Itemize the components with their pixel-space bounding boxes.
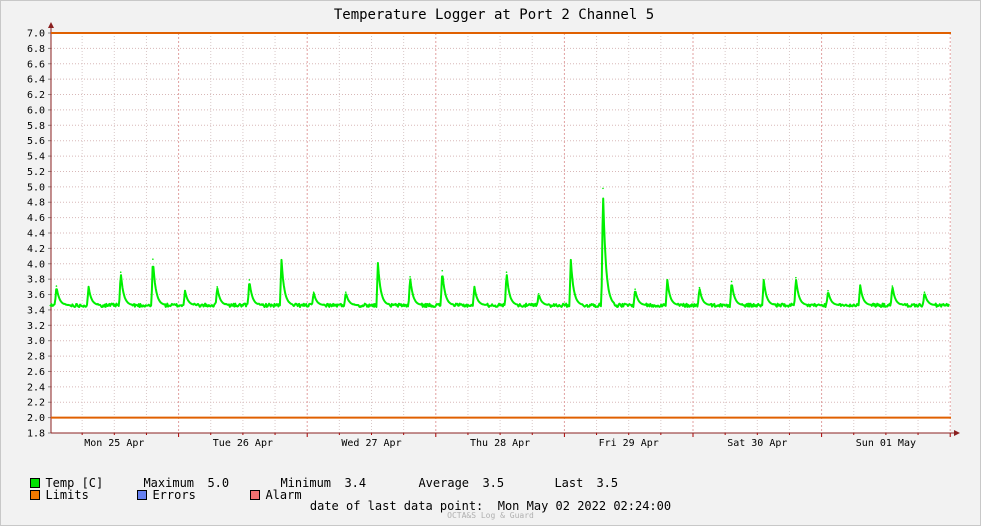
temp-spike-point [634,288,636,290]
temp-spike-point [409,276,411,278]
y-tick-label: 4.6 [27,213,45,224]
y-tick-label: 2.8 [27,352,45,363]
y-tick-label: 5.2 [27,167,45,178]
temp-spike-point [859,284,861,287]
last-data-point: date of last data point: Mon May 02 2022… [0,499,981,513]
y-tick-label: 4.0 [27,259,45,270]
x-tick-label: Sat 30 Apr [727,438,787,449]
x-tick-labels: Mon 25 Apr Tue 26 Apr Wed 27 Apr Thu 28 Apr… [84,438,916,449]
temp-spike-point [152,258,154,260]
last-point-value: Mon May 02 2022 02:24:00 [497,499,672,513]
legend-errors-label: Errors [152,488,196,502]
last-value: 3.5 [596,476,619,490]
temp-spike-point [119,271,122,274]
temp-swatch [30,478,41,488]
temp-spike-point [55,285,58,287]
y-tick-labels: 7.0 6.8 6.6 6.4 6.2 6.0 5.8 5.6 5.4 5.2 5.0 4.8 4.6 4… [27,29,45,440]
temp-spike-point [505,271,508,274]
temp-spike-point [827,289,829,292]
y-tick-label: 2.2 [27,398,45,409]
y-tick-label: 5.4 [27,152,45,163]
x-tick-label: Wed 27 Apr [341,438,401,449]
legend-temp-label: Temp [C] [45,476,104,490]
legend-limits-label: Limits [45,488,89,502]
x-tick-label: Tue 26 Apr [213,438,273,449]
chart-title: Temperature Logger at Port 2 Channel 5 [334,7,654,23]
y-tick-label: 5.6 [27,136,45,147]
y-tick-label: 7.0 [27,29,45,40]
minimum-value: 3.4 [344,476,367,490]
x-tick-label: Fri 29 Apr [599,438,659,449]
minimum-label: Minimum [280,476,332,490]
y-tick-label: 3.4 [27,305,45,316]
y-tick-label: 4.8 [27,198,45,209]
temp-spike-point [891,285,894,287]
temp-spike-point [923,291,926,294]
y-tick-label: 3.0 [27,336,45,347]
alarm-swatch [250,490,261,500]
legend-row-stats: Temp [C] Maximum 5.0 Minimum 3.4 Average 3.5 La… [16,462,618,490]
y-tick-label: 6.4 [27,75,45,86]
maximum-value: 5.0 [207,476,230,490]
temp-spike-point [666,279,669,281]
limit-lines [51,32,951,419]
y-tick-label: 6.8 [27,44,45,55]
grid-lines [51,32,951,433]
limits-swatch [30,490,41,500]
temperature-series [49,187,950,308]
average-label: Average [418,476,470,490]
y-tick-label: 5.0 [27,182,45,193]
temp-spike-point [602,187,604,190]
temp-spike-point [248,279,251,281]
errors-swatch [137,490,148,500]
legend-row-keys: Limits Errors Alarm [16,474,302,502]
temp-spike-point [698,286,701,289]
temp-spike-point [280,259,283,261]
temp-spike-point [344,291,347,294]
temp-spike-point [730,280,733,283]
chart-area: Temperature Logger at Port 2 Channel 5 7… [27,7,960,449]
x-axis-arrow [954,430,960,436]
last-label: Last [554,476,584,490]
y-tick-label: 3.2 [27,321,45,332]
credit-text: OCTA&S Log & Guard [447,511,534,520]
y-tick-label: 6.6 [27,59,45,70]
average-value: 3.5 [482,476,505,490]
x-tick-label: Mon 25 Apr [84,438,144,449]
y-tick-label: 4.2 [27,244,45,255]
y-tick-label: 3.6 [27,290,45,301]
y-tick-label: 2.6 [27,367,45,378]
y-tick-label: 6.2 [27,90,45,101]
temp-series-line [49,197,950,308]
temp-spike-point [537,292,540,295]
y-tick-label: 4.4 [27,229,45,240]
temp-spike-point [441,269,444,272]
y-axis-arrow [48,22,54,28]
y-tick-label: 2.4 [27,382,45,393]
temp-spike-point [184,289,186,292]
temp-spike-point [377,262,379,264]
maximum-label: Maximum [143,476,195,490]
legend-alarm-label: Alarm [265,488,302,502]
axes [48,22,960,437]
temp-spike-point [795,276,797,279]
temp-spike-point [473,286,476,288]
temp-spike-point [312,291,315,294]
temp-spike-point [87,286,90,288]
x-tick-label: Thu 28 Apr [470,438,530,449]
y-tick-label: 1.8 [27,429,45,440]
y-tick-label: 6.0 [27,105,45,116]
temp-spike-point [216,286,218,288]
last-point-label: date of last data point: [309,499,484,513]
y-tick-label: 3.8 [27,275,45,286]
temp-spike-point [762,279,765,281]
temp-spike-point [570,259,572,261]
x-tick-label: Sun 01 May [856,438,916,449]
y-tick-label: 5.8 [27,121,45,132]
y-tick-label: 2.0 [27,413,45,424]
